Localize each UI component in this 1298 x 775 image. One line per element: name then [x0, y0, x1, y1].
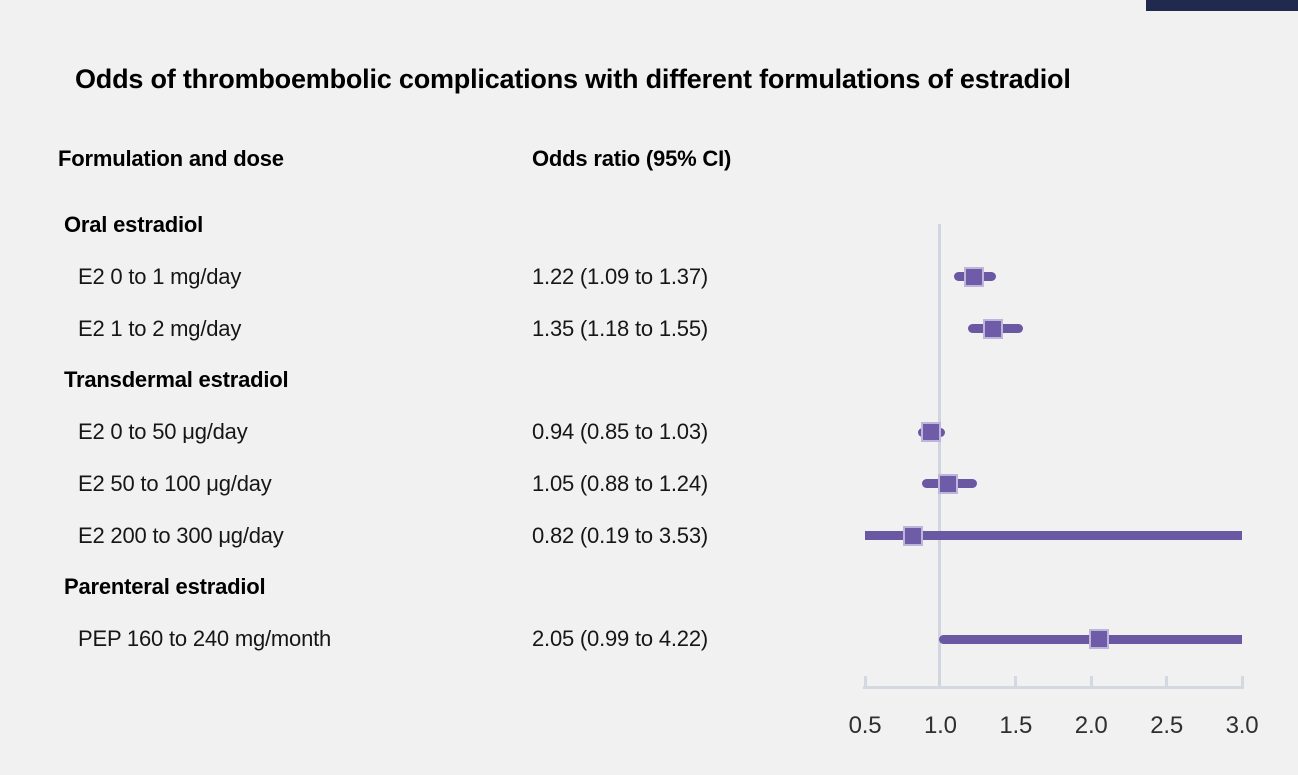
column-header-formulation: Formulation and dose [58, 146, 284, 171]
point-estimate-marker [983, 318, 1004, 339]
row-label: E2 0 to 1 mg/day [78, 263, 242, 289]
point-estimate-marker [921, 422, 942, 442]
axis-tick-label: 1.0 [924, 712, 957, 739]
row-label: E2 50 to 100 μg/day [78, 470, 272, 496]
axis-tick-label: 2.5 [1150, 712, 1183, 739]
row-label: E2 0 to 50 μg/day [78, 419, 248, 444]
axis-tick-label: 1.5 [999, 712, 1033, 739]
group-label: Parenteral estradiol [64, 574, 266, 600]
axis-tick [1240, 676, 1244, 688]
axis-tick [863, 676, 867, 688]
point-estimate-marker [903, 525, 924, 546]
point-estimate-marker [963, 266, 984, 287]
row-label: E2 200 to 300 μg/day [78, 522, 284, 548]
odds-ratio-value: 0.82 (0.19 to 3.53) [532, 522, 708, 548]
top-right-accent-bar [1146, 0, 1298, 11]
chart-title: Odds of thromboembolic complications wit… [75, 64, 1071, 94]
row-label: PEP 160 to 240 mg/month [78, 626, 332, 651]
reference-line-or-1 [938, 224, 941, 689]
point-estimate-marker [937, 473, 958, 494]
column-header-odds-ratio: Odds ratio (95% CI) [532, 146, 732, 171]
point-estimate-marker [1088, 629, 1109, 649]
odds-ratio-value: 0.94 (0.85 to 1.03) [532, 419, 708, 444]
group-label: Transdermal estradiol [64, 367, 289, 393]
odds-ratio-value: 1.35 (1.18 to 1.55) [532, 315, 708, 341]
axis-tick [1089, 676, 1093, 688]
axis-tick-label: 3.0 [1225, 712, 1259, 739]
odds-ratio-value: 2.05 (0.99 to 4.22) [532, 626, 708, 651]
axis-tick [1014, 676, 1018, 688]
group-label: Oral estradiol [64, 212, 204, 237]
ci-line [865, 531, 1242, 540]
axis-tick [1165, 676, 1169, 688]
axis-tick-label: 0.5 [848, 712, 882, 739]
odds-ratio-value: 1.05 (0.88 to 1.24) [532, 470, 708, 496]
odds-ratio-value: 1.22 (1.09 to 1.37) [532, 263, 708, 289]
row-label: E2 1 to 2 mg/day [78, 315, 242, 341]
x-axis-line [863, 686, 1244, 689]
axis-tick-label: 2.0 [1074, 712, 1108, 739]
